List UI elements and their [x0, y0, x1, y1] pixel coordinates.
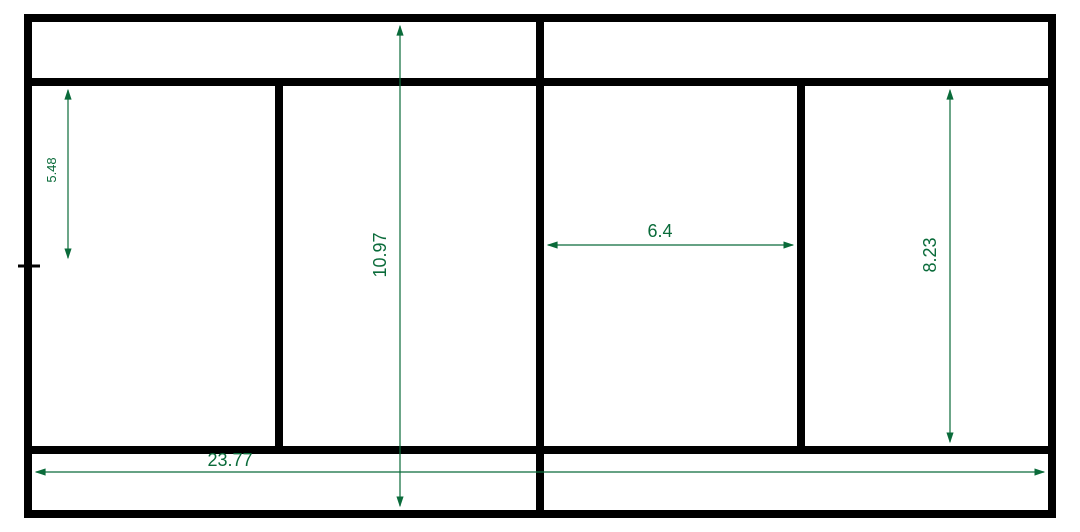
dimension-total-length-label: 23.77	[207, 450, 252, 470]
dimension-singles-width-label: 8.23	[920, 237, 940, 272]
dimension-total-width-label: 10.97	[370, 232, 390, 277]
tennis-court-diagram: 23.77 10.97 8.23 6.4 5.48	[0, 0, 1080, 532]
dimension-service-length-label: 6.4	[647, 221, 672, 241]
dimension-half-width-label: 5.48	[44, 157, 59, 182]
